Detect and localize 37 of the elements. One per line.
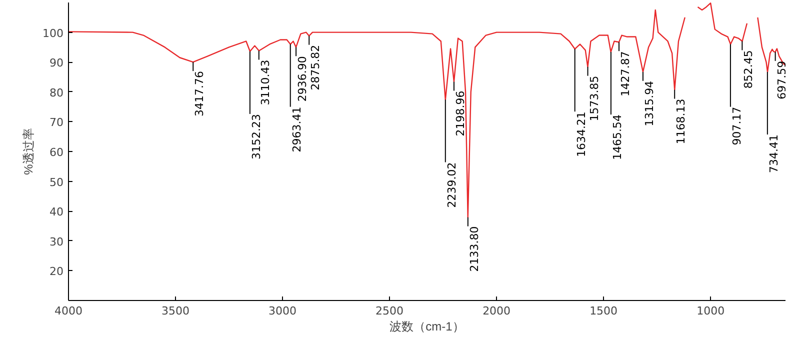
y-tick-label: 30: [50, 235, 64, 248]
x-tick-label: 2000: [482, 304, 511, 318]
y-tick-label: 80: [50, 86, 64, 100]
annotation: 3110.43: [258, 60, 272, 106]
annotation: 1315.94: [642, 80, 656, 126]
y-tick-label: 50: [50, 176, 64, 189]
y-axis-title: %透过率: [22, 128, 36, 175]
y-tick-label: 60: [50, 146, 64, 159]
y-tick-label: 20: [50, 265, 64, 278]
annotation: 2936.90: [296, 56, 310, 102]
annotation: 3417.76: [193, 71, 206, 117]
x-tick-label: 4000: [54, 304, 83, 318]
x-tick-label: 1500: [590, 304, 618, 318]
annotation: 3152.23: [250, 114, 263, 160]
annotation: 852.45: [742, 50, 756, 89]
y-tick-label: 100: [42, 26, 64, 40]
y-tick-label: 40: [50, 206, 64, 219]
annotation: 1168.13: [674, 98, 688, 144]
annotation: 1634.21: [574, 112, 588, 158]
annotation: 697.59: [775, 60, 788, 100]
x-tick-label: 1000: [696, 304, 725, 318]
annotation: 1573.85: [588, 76, 601, 122]
y-tick-label: 90: [50, 56, 64, 70]
x-tick-label: 3500: [162, 304, 190, 318]
annotation: 2239.02: [445, 162, 458, 208]
y-tick-label: 70: [50, 116, 64, 130]
annotation: 1465.54: [610, 114, 624, 160]
x-tick-label: 3000: [268, 304, 297, 318]
x-tick-label: 2500: [376, 304, 404, 318]
annotation: 1427.87: [619, 51, 632, 97]
annotation: 734.41: [767, 134, 780, 174]
annotation: 2963.41: [290, 106, 304, 152]
annotation: 2875.82: [309, 44, 322, 90]
x-axis-title: 波数（cm-1）: [390, 320, 464, 334]
annotation: 907.17: [730, 106, 744, 146]
annotation: 2133.80: [468, 226, 481, 272]
annotation: 2198.96: [454, 90, 467, 136]
